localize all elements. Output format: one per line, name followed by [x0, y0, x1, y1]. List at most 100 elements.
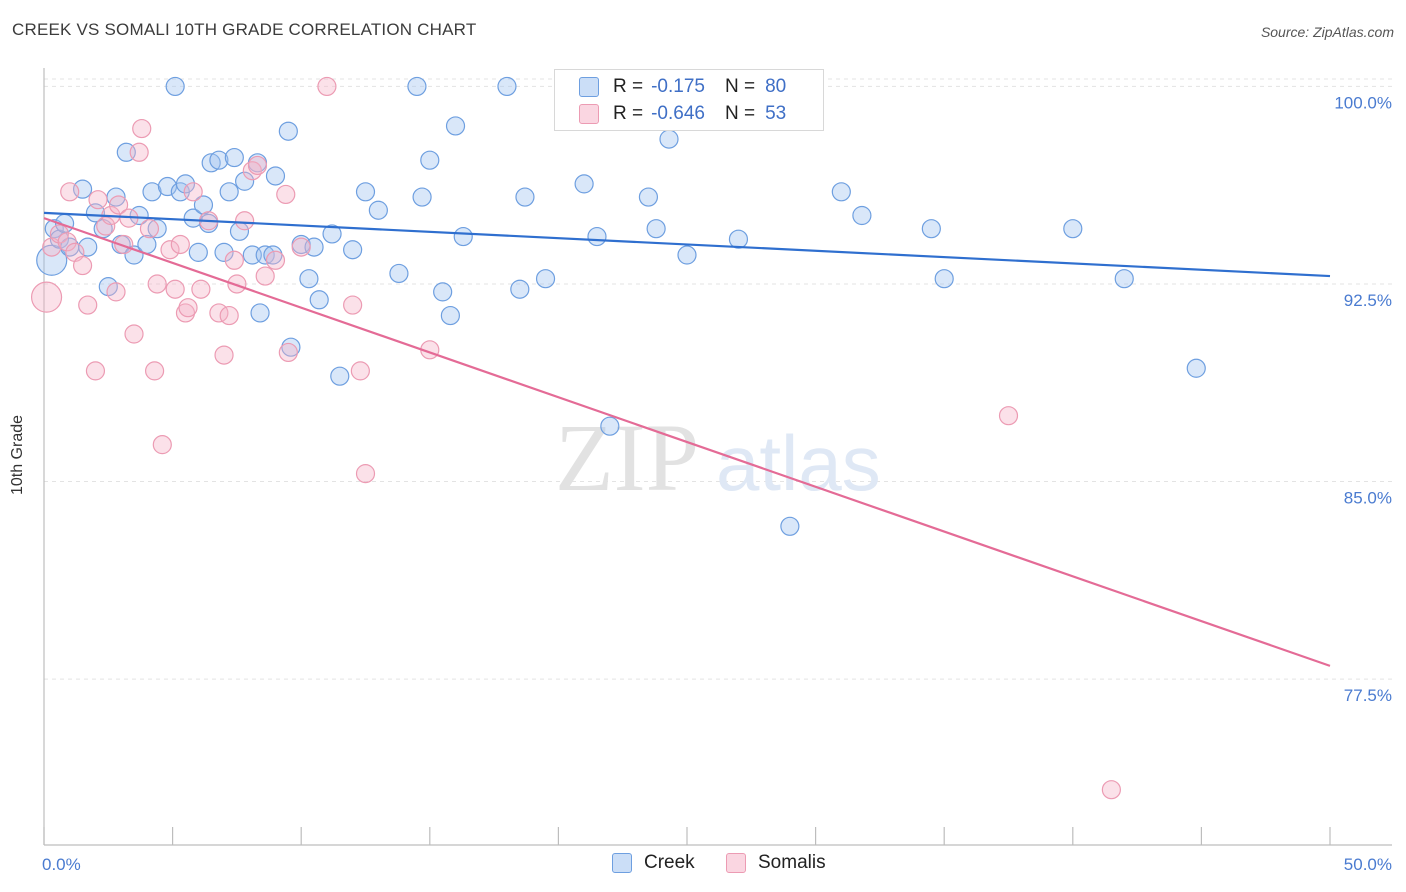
creek-point — [515, 187, 535, 207]
creek-point — [677, 245, 697, 265]
creek-point — [587, 226, 607, 247]
creek-point — [281, 337, 301, 357]
creek-point — [278, 121, 298, 141]
source-label: Source: ZipAtlas.com — [1260, 24, 1394, 40]
creek-point — [921, 219, 941, 239]
creek-swatch — [579, 77, 599, 97]
creek-point — [728, 229, 749, 249]
x-tick-label: 0.0% — [42, 855, 81, 874]
somali-point — [144, 361, 165, 381]
somali-point — [265, 250, 286, 270]
creek-point — [209, 150, 229, 170]
creek-point — [142, 182, 162, 202]
creek-point — [440, 305, 460, 326]
creek-point — [1186, 358, 1206, 378]
creek-point — [510, 279, 530, 299]
legend-creek-swatch — [612, 853, 632, 873]
creek-point — [407, 76, 427, 97]
creek-point — [175, 174, 196, 194]
creek-point — [574, 174, 594, 194]
somali-point — [255, 266, 275, 286]
creek-point — [147, 219, 167, 239]
creek-point — [299, 269, 319, 289]
somali-point — [219, 305, 239, 326]
somali-point — [72, 255, 93, 276]
somalis-n-label: N = — [724, 103, 756, 124]
creek-point — [343, 240, 363, 260]
somali-point — [191, 279, 211, 299]
somali-point — [139, 219, 160, 239]
x-tick-label: 50.0% — [1344, 855, 1392, 874]
y-tick-label: 77.5% — [1344, 686, 1392, 705]
watermark-atlas: atlas — [716, 419, 881, 507]
somali-point — [1101, 780, 1121, 800]
creek-point — [1063, 219, 1083, 239]
creek-point — [600, 416, 620, 436]
somali-point — [235, 211, 255, 231]
series-legend: Creek Somalis — [0, 852, 1406, 876]
somali-point — [96, 216, 116, 236]
creek-point — [201, 153, 221, 173]
somali-point — [355, 464, 376, 484]
creek-point — [250, 303, 270, 323]
creek-point — [322, 224, 342, 244]
somali-point — [132, 118, 152, 139]
somali-point — [108, 195, 129, 215]
somali-point — [227, 274, 247, 294]
somali-point — [242, 161, 262, 181]
somali-point — [224, 250, 244, 270]
y-tick-label: 85.0% — [1344, 489, 1392, 508]
creek-r-label: R = — [613, 76, 644, 97]
creek-point — [188, 242, 208, 262]
creek-trend-line — [43, 211, 1331, 278]
somali-point — [343, 295, 363, 315]
somali-point — [147, 274, 167, 294]
somali-point — [60, 182, 80, 202]
y-tick-label: 92.5% — [1344, 291, 1392, 310]
creek-point — [355, 182, 376, 202]
creek-point — [780, 516, 800, 536]
legend-item-creek: Creek — [612, 852, 695, 874]
somali-point — [170, 234, 190, 255]
somali-point — [124, 324, 144, 344]
somali-point — [78, 295, 98, 315]
legend-item-somalis: Somalis — [726, 852, 826, 874]
somalis-n-value: 53 — [765, 103, 787, 124]
creek-point — [412, 187, 432, 207]
legend-somalis-swatch — [726, 853, 746, 873]
somali-point — [998, 406, 1019, 426]
somali-point — [350, 361, 370, 381]
somali-point — [152, 435, 172, 455]
creek-point — [852, 205, 872, 226]
somali-point — [88, 190, 108, 210]
somali-point — [85, 361, 106, 381]
somali-point — [129, 142, 149, 162]
somali-point — [247, 155, 268, 176]
somali-point — [317, 76, 337, 97]
legend-row-creek: R = -0.175 N = 80 — [579, 75, 786, 99]
creek-point — [330, 366, 350, 386]
somali-point — [160, 240, 180, 260]
creek-point — [183, 208, 203, 228]
creek-point — [433, 282, 453, 302]
creek-n-label: N = — [724, 76, 756, 97]
creek-r-value: -0.175 — [651, 76, 705, 97]
somali-point — [175, 303, 196, 323]
somali-point — [178, 298, 198, 318]
somali-point — [106, 282, 126, 302]
somali-point — [57, 232, 77, 252]
somali-point — [114, 234, 134, 255]
somalis-r-value: -0.646 — [651, 103, 705, 124]
somali-point — [276, 184, 296, 205]
creek-point — [638, 187, 659, 207]
creek-point — [78, 237, 98, 257]
creek-point — [235, 171, 255, 191]
data-points — [30, 76, 1206, 800]
creek-point — [934, 269, 954, 289]
creek-point — [453, 226, 473, 247]
creek-point — [1114, 269, 1134, 289]
creek-point — [831, 182, 851, 202]
creek-point — [535, 269, 556, 289]
creek-point — [659, 129, 679, 149]
